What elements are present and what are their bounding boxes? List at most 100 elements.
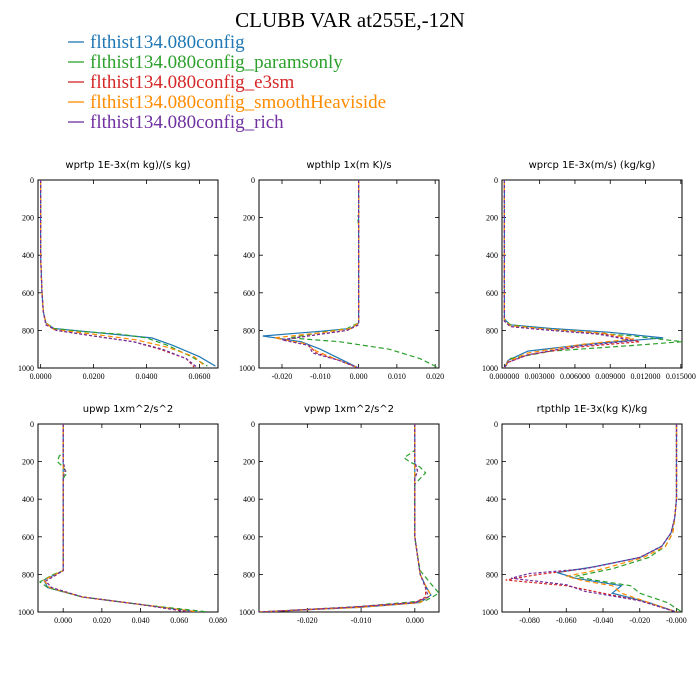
panel-3-ytick-label-2: 400 bbox=[486, 251, 498, 260]
panel-3-title: wprcp 1E-3x(m/s) (kg/kg) bbox=[529, 160, 656, 171]
legend-label-3: flthist134.080config_e3sm bbox=[90, 72, 294, 93]
panel-2-xtick-label-4: 0.020 bbox=[426, 372, 444, 381]
panel-4-ytick-label-5: 1000 bbox=[18, 608, 34, 617]
panel-2-ytick-label-2: 400 bbox=[243, 251, 255, 260]
panel-3-ytick-label-1: 200 bbox=[486, 214, 498, 223]
panel-1-ytick-label-3: 600 bbox=[22, 289, 34, 298]
panel-3-xtick-label-4: 0.012000 bbox=[631, 372, 661, 381]
panel-6-xtick-label-3: -0.020 bbox=[629, 616, 650, 625]
panel-4-ytick-label-4: 800 bbox=[22, 570, 34, 579]
panel-2-series-4 bbox=[274, 180, 360, 368]
panel-2-frame bbox=[258, 179, 440, 369]
panel-5-series-5 bbox=[259, 424, 430, 612]
panel-5-ytick-label-0: 0 bbox=[251, 420, 255, 429]
panel-2-xtick-label-0: -0.020 bbox=[272, 372, 293, 381]
panel-3: wprcp 1E-3x(m/s) (kg/kg) 0 200 400 600 800 100… bbox=[482, 160, 696, 381]
panel-5-title: vpwp 1xm^2/s^2 bbox=[304, 404, 394, 415]
panel-3-ytick-label-0: 0 bbox=[494, 176, 498, 185]
panel-6: rtpthlp 1E-3x(kg K)/kg 0 200 400 600 800 1000 -… bbox=[482, 404, 687, 625]
legend-label-2: flthist134.080config_paramsonly bbox=[90, 52, 343, 73]
panel-2-ytick-label-4: 800 bbox=[243, 326, 255, 335]
panel-5-series-4 bbox=[259, 424, 432, 612]
panel-4-ytick-label-1: 200 bbox=[22, 458, 34, 467]
panel-4-ytick-label-2: 400 bbox=[22, 495, 34, 504]
panel-1-frame bbox=[37, 179, 219, 369]
panel-5-ytick-label-4: 800 bbox=[243, 570, 255, 579]
panel-3-xtick-label-3: 0.009000 bbox=[595, 372, 625, 381]
panel-6-xtick-label-4: -0.000 bbox=[666, 616, 687, 625]
panel-2-xtick-label-1: -0.010 bbox=[310, 372, 331, 381]
panel-5-series-1 bbox=[259, 424, 432, 612]
panel-3-series-4 bbox=[503, 180, 634, 368]
panel-4-frame bbox=[37, 423, 219, 613]
panel-4-xtick-label-4: 0.080 bbox=[209, 616, 227, 625]
panel-4-xtick-label-2: 0.040 bbox=[132, 616, 150, 625]
panel-6-ytick-label-2: 400 bbox=[486, 495, 498, 504]
panel-6-series-1 bbox=[556, 424, 678, 612]
panel-4-series-4 bbox=[42, 424, 199, 612]
panel-3-ytick-label-3: 600 bbox=[486, 289, 498, 298]
panel-3-series-2 bbox=[503, 180, 682, 368]
panel-4-title: upwp 1xm^2/s^2 bbox=[83, 404, 173, 415]
panel-5-series-2 bbox=[259, 424, 439, 612]
panel-3-ytick-label-4: 800 bbox=[486, 326, 498, 335]
panel-5: vpwp 1xm^2/s^2 0 200 400 600 800 1000 -0.020 -0.… bbox=[239, 404, 440, 625]
panel-1-ytick-label-5: 1000 bbox=[18, 364, 34, 373]
panel-6-xtick-label-0: -0.080 bbox=[519, 616, 540, 625]
panel-4-xtick-label-3: 0.060 bbox=[170, 616, 188, 625]
panel-1-ytick-label-2: 400 bbox=[22, 251, 34, 260]
panel-3-xtick-label-2: 0.006000 bbox=[560, 372, 590, 381]
panel-1-xtick-label-1: 0.0200 bbox=[83, 372, 105, 381]
panel-2-ytick-label-0: 0 bbox=[251, 176, 255, 185]
panel-3-xtick-label-5: 0.015000 bbox=[666, 372, 696, 381]
legend-label-4: flthist134.080config_smoothHeaviside bbox=[90, 92, 386, 113]
panel-6-series-2 bbox=[575, 424, 682, 612]
panel-5-ytick-label-1: 200 bbox=[243, 458, 255, 467]
panel-1: wprtp 1E-3x(m kg)/(s kg) 0 200 400 600 800 100… bbox=[18, 160, 219, 381]
panel-4-series-3 bbox=[44, 424, 190, 612]
legend-label-1: flthist134.080config bbox=[90, 32, 245, 53]
panel-1-title: wprtp 1E-3x(m kg)/(s kg) bbox=[65, 160, 190, 171]
legend: flthist134.080configflthist134.080config… bbox=[68, 32, 386, 133]
panel-5-ytick-label-5: 1000 bbox=[239, 608, 255, 617]
panel-5-ytick-label-3: 600 bbox=[243, 533, 255, 542]
panel-5-xtick-label-2: 0.000 bbox=[406, 616, 424, 625]
legend-label-5: flthist134.080config_rich bbox=[90, 112, 284, 133]
panel-4-ytick-label-3: 600 bbox=[22, 533, 34, 542]
panel-2-xtick-label-3: 0.010 bbox=[388, 372, 406, 381]
panel-1-series-4 bbox=[39, 180, 206, 367]
panel-5-xtick-label-0: -0.020 bbox=[297, 616, 318, 625]
panel-3-frame bbox=[501, 179, 683, 369]
panel-4-series-5 bbox=[44, 424, 191, 612]
panel-6-ytick-label-3: 600 bbox=[486, 533, 498, 542]
panel-6-ytick-label-4: 800 bbox=[486, 570, 498, 579]
panel-1-ytick-label-4: 800 bbox=[22, 326, 34, 335]
panel-2-ytick-label-1: 200 bbox=[243, 214, 255, 223]
panel-1-xtick-label-0: 0.0000 bbox=[30, 372, 52, 381]
panel-3-xtick-label-0: 0.000000 bbox=[489, 372, 519, 381]
panel-6-xtick-label-1: -0.060 bbox=[556, 616, 577, 625]
panel-2-title: wpthlp 1x(m K)/s bbox=[306, 160, 391, 171]
panel-2-ytick-label-3: 600 bbox=[243, 289, 255, 298]
panel-5-frame bbox=[258, 423, 440, 613]
panel-6-frame bbox=[501, 423, 683, 613]
panel-2-series-3 bbox=[281, 180, 360, 368]
panel-3-series-1 bbox=[503, 180, 664, 368]
panel-5-xtick-label-1: -0.010 bbox=[351, 616, 372, 625]
panel-2-series-5 bbox=[281, 180, 360, 368]
panel-3-ytick-label-5: 1000 bbox=[482, 364, 498, 373]
panel-2-ytick-label-5: 1000 bbox=[239, 364, 255, 373]
panel-4-xtick-label-1: 0.020 bbox=[93, 616, 111, 625]
panel-2-series-2 bbox=[289, 180, 439, 368]
panel-6-ytick-label-1: 200 bbox=[486, 458, 498, 467]
figure-title: CLUBB VAR at255E,-12N bbox=[235, 8, 465, 32]
panel-4-xtick-label-0: 0.000 bbox=[54, 616, 72, 625]
panel-3-series-3 bbox=[503, 180, 640, 368]
panel-6-ytick-label-0: 0 bbox=[494, 420, 498, 429]
panel-4-ytick-label-0: 0 bbox=[30, 420, 34, 429]
panels-grid: wprtp 1E-3x(m kg)/(s kg) 0 200 400 600 800 100… bbox=[18, 160, 696, 625]
panel-3-xtick-label-1: 0.003000 bbox=[525, 372, 555, 381]
panel-4-series-1 bbox=[42, 424, 199, 612]
panel-6-ytick-label-5: 1000 bbox=[482, 608, 498, 617]
